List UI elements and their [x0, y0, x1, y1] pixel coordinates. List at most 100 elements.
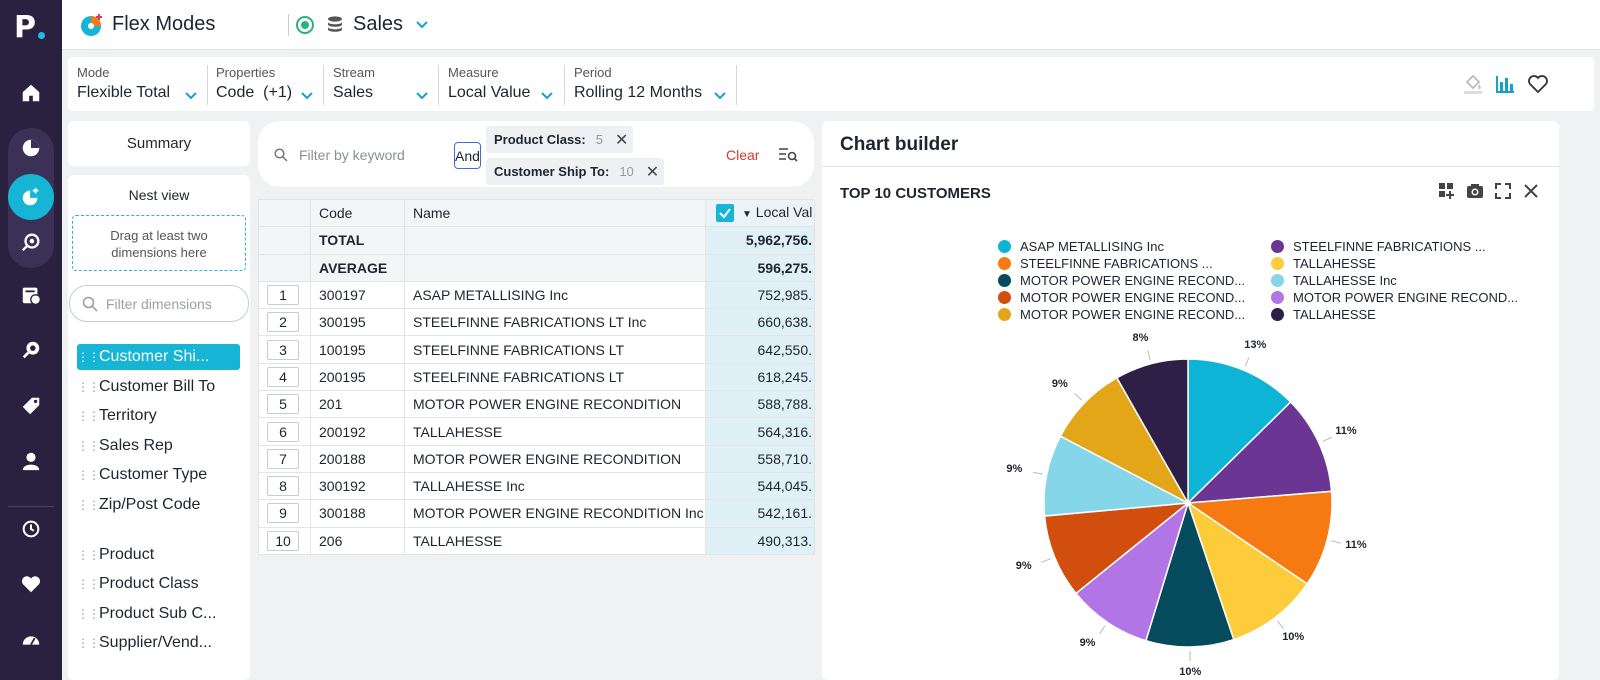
table-row[interactable]: 9 300188 MOTOR POWER ENGINE RECONDITION In…	[258, 499, 815, 528]
filter-properties[interactable]: Properties Code (+1)	[216, 65, 316, 105]
legend-label: MOTOR POWER ENGINE RECOND...	[1020, 290, 1246, 305]
dimension-item[interactable]: ⋮⋮ Territory	[77, 403, 240, 429]
dimension-item[interactable]: ⋮⋮ Product Class	[77, 571, 240, 597]
table-row[interactable]: 7 200188 MOTOR POWER ENGINE RECONDITION 558…	[258, 444, 815, 473]
pie-slice[interactable]	[1144, 500, 1235, 648]
dimension-label: Customer Shi...	[99, 348, 210, 365]
heart-icon[interactable]	[1527, 73, 1549, 95]
drag-handle-icon[interactable]: ⋮⋮	[77, 468, 100, 482]
filter-chip-customer-ship-to[interactable]: Customer Ship To: 10 ✕	[486, 158, 664, 185]
pie-slice[interactable]	[1187, 358, 1292, 505]
filter-period[interactable]: Period Rolling 12 Months	[574, 65, 739, 105]
filter-stream[interactable]: Stream Sales	[333, 65, 433, 105]
chevron-down-icon[interactable]	[415, 89, 429, 103]
drag-handle-icon[interactable]: ⋮⋮	[77, 350, 100, 364]
drag-handle-icon[interactable]: ⋮⋮	[77, 548, 100, 562]
pie-slice[interactable]	[1186, 501, 1309, 641]
legend-item[interactable]: STEELFINNE FABRICATIONS ...	[998, 255, 1213, 272]
user-icon[interactable]	[0, 441, 62, 481]
pie-slice[interactable]	[1043, 435, 1191, 517]
dashboard-gauge-icon[interactable]	[0, 620, 62, 660]
camera-icon[interactable]	[1466, 182, 1484, 200]
pie-slice[interactable]	[1043, 502, 1191, 595]
pie-slice[interactable]	[1185, 490, 1333, 585]
chevron-down-icon[interactable]	[713, 89, 727, 103]
add-widget-icon[interactable]	[1438, 182, 1456, 200]
home-icon[interactable]	[0, 73, 62, 113]
chevron-down-icon[interactable]	[300, 89, 314, 103]
dimension-item[interactable]: ⋮⋮ Product Sub C...	[77, 601, 240, 627]
keyword-filter-input[interactable]: Filter by keyword	[299, 147, 405, 163]
history-icon[interactable]	[0, 509, 62, 549]
filter-mode[interactable]: Mode Flexible Total	[77, 65, 202, 105]
table-row[interactable]: 6 200192 TALLAHESSE 564,316.	[258, 417, 815, 446]
billing-icon[interactable]	[0, 275, 62, 315]
table-row[interactable]: 4 200195 STEELFINNE FABRICATIONS LT 618,245…	[258, 362, 815, 392]
table-row[interactable]: 10 206 TALLAHESSE 490,313.	[258, 526, 815, 555]
drag-handle-icon[interactable]: ⋮⋮	[77, 439, 100, 453]
legend-item[interactable]: MOTOR POWER ENGINE RECOND...	[998, 306, 1245, 323]
table-row[interactable]: 3 100195 STEELFINNE FABRICATIONS LT 642,550…	[258, 335, 815, 364]
drag-handle-icon[interactable]: ⋮⋮	[77, 607, 100, 621]
legend-item[interactable]: MOTOR POWER ENGINE RECOND...	[1271, 289, 1518, 306]
sort-desc-icon[interactable]: ▼	[742, 209, 752, 220]
drag-handle-icon[interactable]: ⋮⋮	[77, 380, 100, 394]
name-column-header[interactable]: Name	[404, 198, 706, 228]
pie-slice[interactable]	[1115, 358, 1189, 506]
summary-button[interactable]: Summary	[68, 121, 250, 166]
pie-chart-icon[interactable]	[0, 128, 62, 168]
app-logo[interactable]: P	[14, 10, 48, 45]
close-icon[interactable]: ✕	[614, 131, 629, 149]
fullscreen-icon[interactable]	[1494, 182, 1512, 200]
explorer-icon[interactable]	[0, 222, 62, 262]
filter-measure[interactable]: Measure Local Value	[448, 65, 563, 105]
table-row[interactable]: 5 201 MOTOR POWER ENGINE RECONDITION 588,78…	[258, 390, 815, 419]
drag-handle-icon[interactable]: ⋮⋮	[77, 577, 100, 591]
code-cell: 300197	[310, 280, 405, 310]
legend-item[interactable]: TALLAHESSE	[1271, 255, 1376, 272]
close-icon[interactable]: ✕	[645, 163, 660, 181]
dimension-item[interactable]: ⋮⋮ Sales Rep	[77, 433, 240, 459]
legend-item[interactable]: ASAP METALLISING Inc	[998, 238, 1164, 255]
dimension-item[interactable]: ⋮⋮ Customer Shi...	[77, 344, 240, 370]
pie-slice[interactable]	[1186, 400, 1333, 504]
legend-item[interactable]: MOTOR POWER ENGINE RECOND...	[998, 272, 1245, 289]
legend-item[interactable]: STEELFINNE FABRICATIONS ...	[1271, 238, 1486, 255]
chevron-down-icon[interactable]	[540, 89, 554, 103]
nest-drop-zone[interactable]: Drag at least two dimensions here	[72, 215, 246, 271]
dataset-selector[interactable]: Sales	[353, 13, 404, 35]
filter-chip-product-class[interactable]: Product Class: 5 ✕	[486, 126, 633, 153]
paint-bucket-icon[interactable]	[1462, 73, 1484, 95]
drag-handle-icon[interactable]: ⋮⋮	[77, 409, 100, 423]
legend-item[interactable]: MOTOR POWER ENGINE RECOND...	[998, 289, 1245, 306]
flex-modes-icon[interactable]	[0, 177, 62, 217]
clear-filters-link[interactable]: Clear	[726, 147, 760, 163]
pie-slice[interactable]	[1059, 376, 1190, 505]
pie-slice[interactable]	[1074, 500, 1190, 642]
checkbox-checked-icon[interactable]	[716, 204, 734, 223]
dimension-item[interactable]: ⋮⋮ Customer Bill To	[77, 374, 240, 400]
dimension-item[interactable]: ⋮⋮ Supplier/Vend...	[77, 630, 240, 656]
legend-item[interactable]: TALLAHESSE Inc	[1271, 272, 1397, 289]
drag-handle-icon[interactable]: ⋮⋮	[77, 498, 100, 512]
bar-chart-icon[interactable]	[1494, 73, 1516, 95]
dimension-item[interactable]: ⋮⋮ Zip/Post Code	[77, 492, 240, 518]
drag-handle-icon[interactable]: ⋮⋮	[77, 636, 100, 650]
favourites-icon[interactable]	[0, 564, 62, 604]
and-toggle-button[interactable]: And	[454, 142, 481, 169]
code-column-header[interactable]: Code	[310, 198, 405, 228]
legend-item[interactable]: TALLAHESSE	[1271, 306, 1376, 323]
value-column-header[interactable]: ▼ Local Val	[705, 198, 815, 228]
dimension-item[interactable]: ⋮⋮ Product	[77, 542, 240, 568]
chevron-down-icon[interactable]	[184, 89, 198, 103]
table-row[interactable]: 1 300197 ASAP METALLISING Inc 752,985.	[258, 280, 815, 310]
chevron-down-icon[interactable]	[414, 17, 430, 33]
search-list-icon[interactable]	[778, 146, 798, 164]
tag-icon[interactable]	[0, 386, 62, 426]
table-row[interactable]: 2 300195 STEELFINNE FABRICATIONS LT Inc 660…	[258, 308, 815, 337]
table-row[interactable]: 8 300192 TALLAHESSE Inc 544,045.	[258, 471, 815, 501]
close-icon[interactable]	[1522, 182, 1540, 200]
dimension-item[interactable]: ⋮⋮ Customer Type	[77, 462, 240, 488]
insights-icon[interactable]	[0, 330, 62, 370]
filter-dimensions-input[interactable]: Filter dimensions	[69, 285, 249, 322]
